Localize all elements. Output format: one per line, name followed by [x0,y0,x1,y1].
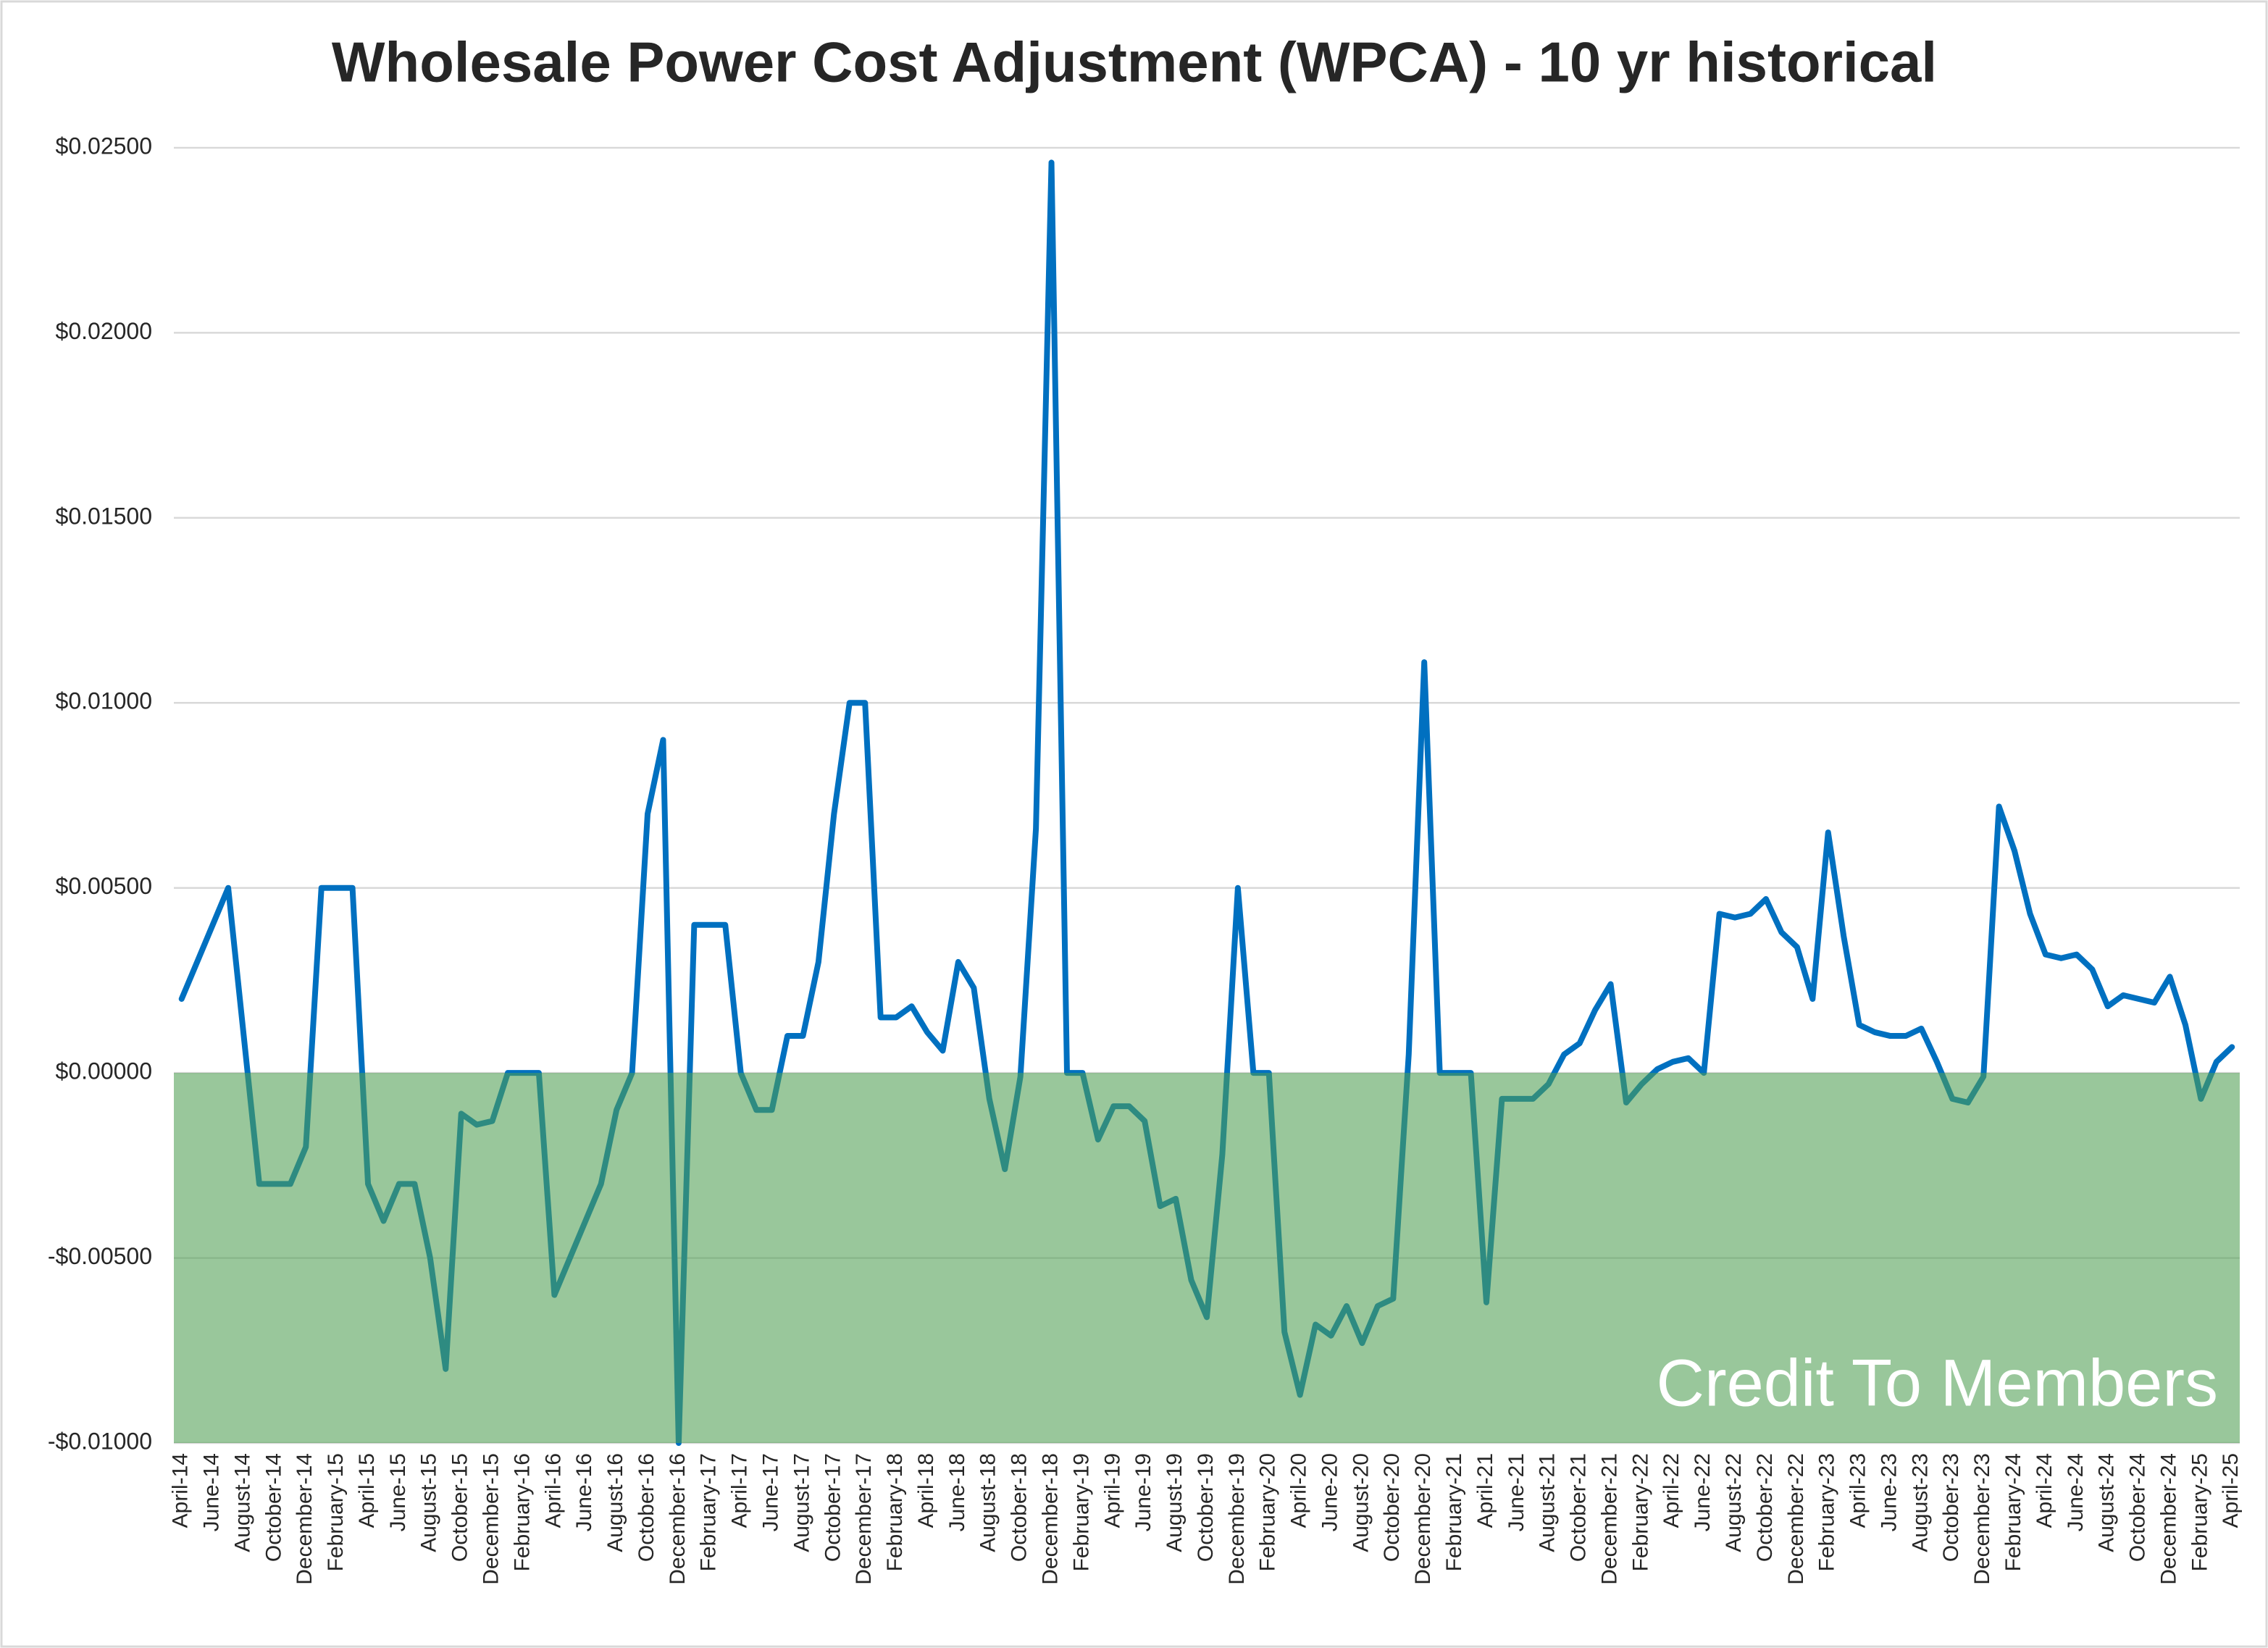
x-tick-label: August-22 [1722,1453,1746,1552]
x-tick-label: April-24 [2033,1453,2056,1528]
x-tick-label: October-16 [635,1453,658,1562]
x-tick-label: August-16 [603,1453,627,1552]
x-tick-label: October-21 [1567,1453,1591,1562]
x-tick-label: October-20 [1380,1453,1404,1562]
x-tick-label: October-23 [1939,1453,1963,1562]
x-tick-label: February-25 [2188,1453,2211,1571]
x-tick-label: April-15 [355,1453,379,1528]
x-tick-label: December-17 [852,1453,876,1585]
x-tick-label: June-23 [1877,1453,1901,1531]
x-tick-label: April-25 [2219,1453,2243,1528]
x-tick-label: June-18 [945,1453,969,1531]
x-tick-label: April-22 [1660,1453,1683,1528]
x-tick-label: August-24 [2095,1453,2119,1552]
y-tick-label: $0.00000 [56,1058,152,1084]
x-tick-label: December-22 [1784,1453,1808,1585]
y-tick-label: $0.00500 [56,873,152,899]
x-tick-label: August-20 [1349,1453,1373,1552]
x-tick-label: June-15 [386,1453,410,1531]
chart-title: Wholesale Power Cost Adjustment (WPCA) -… [332,30,1937,94]
y-tick-label: $0.02500 [56,133,152,159]
x-tick-label: August-14 [230,1453,254,1552]
x-tick-label: October-22 [1753,1453,1777,1562]
x-tick-label: April-14 [169,1453,193,1528]
x-tick-label: June-21 [1505,1453,1528,1531]
x-tick-label: February-18 [883,1453,907,1571]
x-tick-label: April-18 [914,1453,938,1528]
x-tick-label: December-18 [1038,1453,1062,1585]
x-tick-label: December-19 [1225,1453,1249,1585]
x-tick-label: February-23 [1815,1453,1839,1571]
x-tick-label: June-22 [1691,1453,1715,1531]
x-tick-label: December-14 [293,1453,317,1585]
x-tick-label: October-19 [1194,1453,1218,1562]
x-tick-label: October-17 [821,1453,845,1562]
x-tick-label: August-21 [1536,1453,1560,1552]
x-tick-label: April-21 [1473,1453,1497,1528]
x-tick-label: June-16 [572,1453,596,1531]
x-tick-label: December-20 [1411,1453,1435,1585]
credit-region [174,1073,2240,1443]
annotation: Credit To Members [1657,1346,2218,1420]
x-tick-label: October-24 [2126,1453,2150,1562]
x-tick-label: February-21 [1442,1453,1466,1571]
x-tick-label: April-23 [1846,1453,1870,1528]
x-tick-label: June-14 [200,1453,224,1531]
y-tick-label: $0.02000 [56,318,152,344]
x-tick-label: August-17 [790,1453,813,1552]
y-tick-label: $0.01000 [56,688,152,714]
x-tick-label: August-15 [417,1453,441,1552]
x-tick-label: February-17 [697,1453,721,1571]
x-tick-label: February-24 [2001,1453,2025,1571]
x-tick-label: April-19 [1100,1453,1124,1528]
y-tick-label: -$0.00500 [48,1243,152,1269]
x-tick-label: February-15 [324,1453,348,1571]
x-tick-label: December-24 [2156,1453,2180,1585]
x-tick-label: August-18 [976,1453,1000,1552]
y-tick-label: -$0.01000 [48,1428,152,1454]
x-tick-label: February-22 [1628,1453,1652,1571]
x-tick-label: June-17 [759,1453,783,1531]
x-tick-label: October-14 [261,1453,285,1562]
x-tick-label: June-24 [2064,1453,2088,1531]
x-tick-label: April-16 [541,1453,565,1528]
x-tick-label: April-20 [1287,1453,1311,1528]
x-tick-label: April-17 [728,1453,752,1528]
x-tick-label: December-23 [1970,1453,1994,1585]
y-tick-label: $0.01500 [56,503,152,529]
x-tick-label: June-19 [1131,1453,1155,1531]
x-tick-label: February-16 [510,1453,534,1571]
x-tick-label: December-21 [1597,1453,1621,1585]
x-tick-label: October-15 [448,1453,472,1562]
x-tick-label: December-16 [666,1453,690,1585]
x-tick-label: December-15 [480,1453,503,1585]
x-tick-label: February-19 [1069,1453,1093,1571]
x-tick-label: August-23 [1908,1453,1932,1552]
x-tick-label: August-19 [1163,1453,1187,1552]
x-tick-label: February-20 [1256,1453,1280,1571]
x-tick-label: October-18 [1008,1453,1032,1562]
x-tick-label: June-20 [1318,1453,1342,1531]
